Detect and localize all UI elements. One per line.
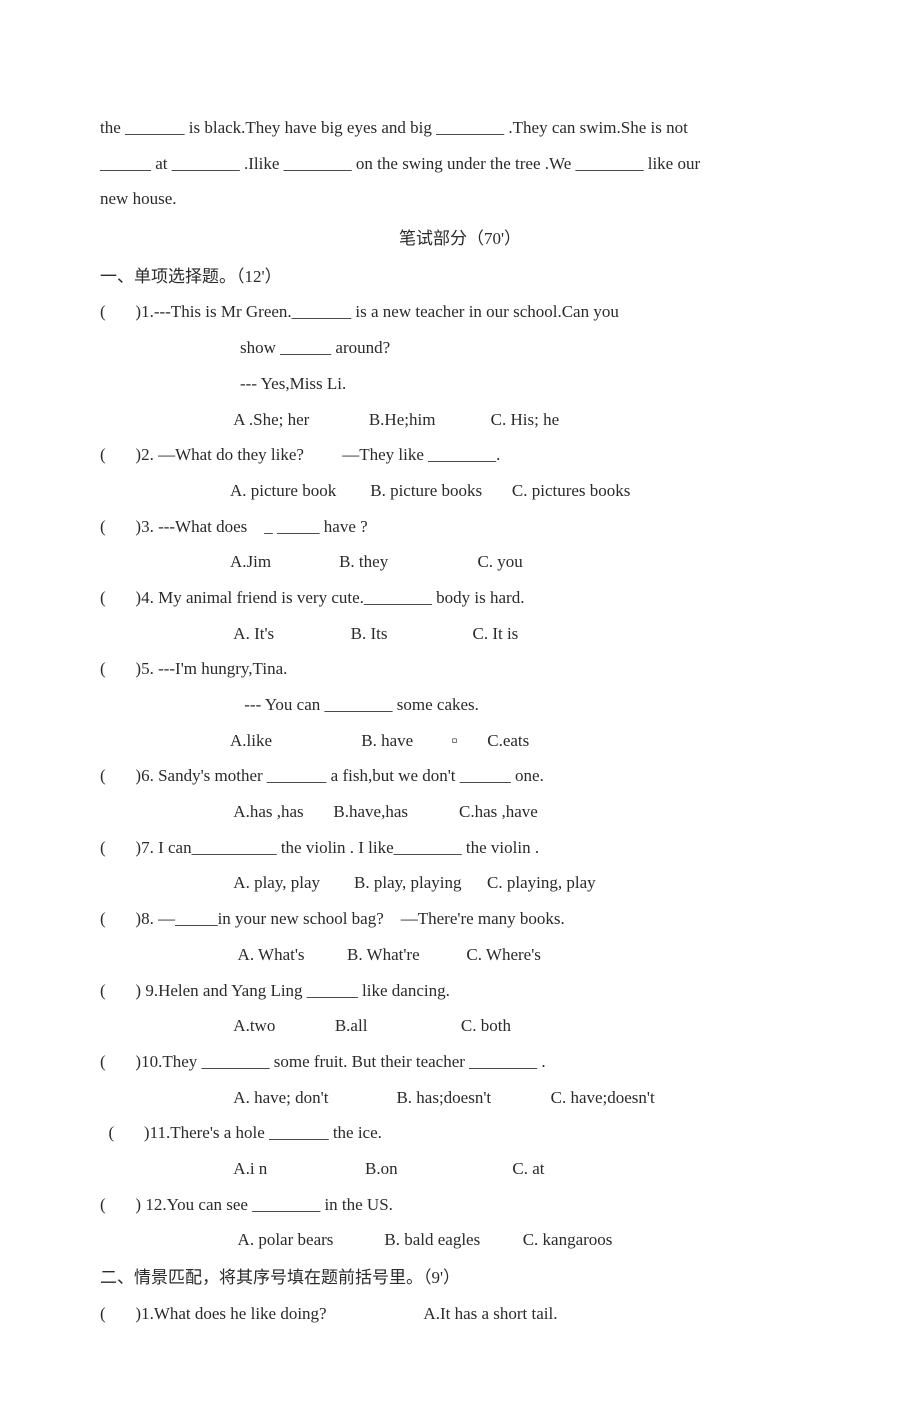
- intro-line-1: the _______ is black.They have big eyes …: [100, 110, 820, 146]
- page-root: the _______ is black.They have big eyes …: [0, 0, 920, 1411]
- q5-options: A.like B. have ▫ C.eats: [100, 723, 820, 759]
- q2-line: ( )2. —What do they like? —They like ___…: [100, 437, 820, 473]
- q6-line: ( )6. Sandy's mother _______ a fish,but …: [100, 758, 820, 794]
- q2-options: A. picture book B. picture books C. pict…: [100, 473, 820, 509]
- s2-q1-line: ( )1.What does he like doing? A.It has a…: [100, 1296, 820, 1332]
- section-1-heading: 一、单项选择题。（12'）: [100, 259, 820, 295]
- q1-line: ( )1.---This is Mr Green._______ is a ne…: [100, 294, 820, 330]
- q12-line: ( ) 12.You can see ________ in the US.: [100, 1187, 820, 1223]
- q4-options: A. It's B. Its C. It is: [100, 616, 820, 652]
- q12-options: A. polar bears B. bald eagles C. kangaro…: [100, 1222, 820, 1258]
- q3-options: A.Jim B. they C. you: [100, 544, 820, 580]
- q10-options: A. have; don't B. has;doesn't C. have;do…: [100, 1080, 820, 1116]
- q7-options: A. play, play B. play, playing C. playin…: [100, 865, 820, 901]
- q11-options: A.i n B.on C. at: [100, 1151, 820, 1187]
- q8-line: ( )8. —_____in your new school bag? —The…: [100, 901, 820, 937]
- q10-line: ( )10.They ________ some fruit. But thei…: [100, 1044, 820, 1080]
- q5-sub1: --- You can ________ some cakes.: [100, 687, 820, 723]
- q1-sub1: show ______ around?: [100, 330, 820, 366]
- intro-line-3: new house.: [100, 181, 820, 217]
- section-2-heading: 二、情景匹配，将其序号填在题前括号里。（9'）: [100, 1260, 820, 1296]
- written-part-heading: 笔试部分（70'）: [100, 221, 820, 257]
- q6-options: A.has ,has B.have,has C.has ,have: [100, 794, 820, 830]
- q8-options: A. What's B. What're C. Where's: [100, 937, 820, 973]
- q1-options: A .She; her B.He;him C. His; he: [100, 402, 820, 438]
- q5-line: ( )5. ---I'm hungry,Tina.: [100, 651, 820, 687]
- q11-line: ( )11.There's a hole _______ the ice.: [100, 1115, 820, 1151]
- q3-line: ( )3. ---What does _ _____ have ?: [100, 509, 820, 545]
- q4-line: ( )4. My animal friend is very cute.____…: [100, 580, 820, 616]
- q9-line: ( ) 9.Helen and Yang Ling ______ like da…: [100, 973, 820, 1009]
- q1-sub2: --- Yes,Miss Li.: [100, 366, 820, 402]
- intro-line-2: ______ at ________ .Ilike ________ on th…: [100, 146, 820, 182]
- q7-line: ( )7. I can__________ the violin . I lik…: [100, 830, 820, 866]
- q9-options: A.two B.all C. both: [100, 1008, 820, 1044]
